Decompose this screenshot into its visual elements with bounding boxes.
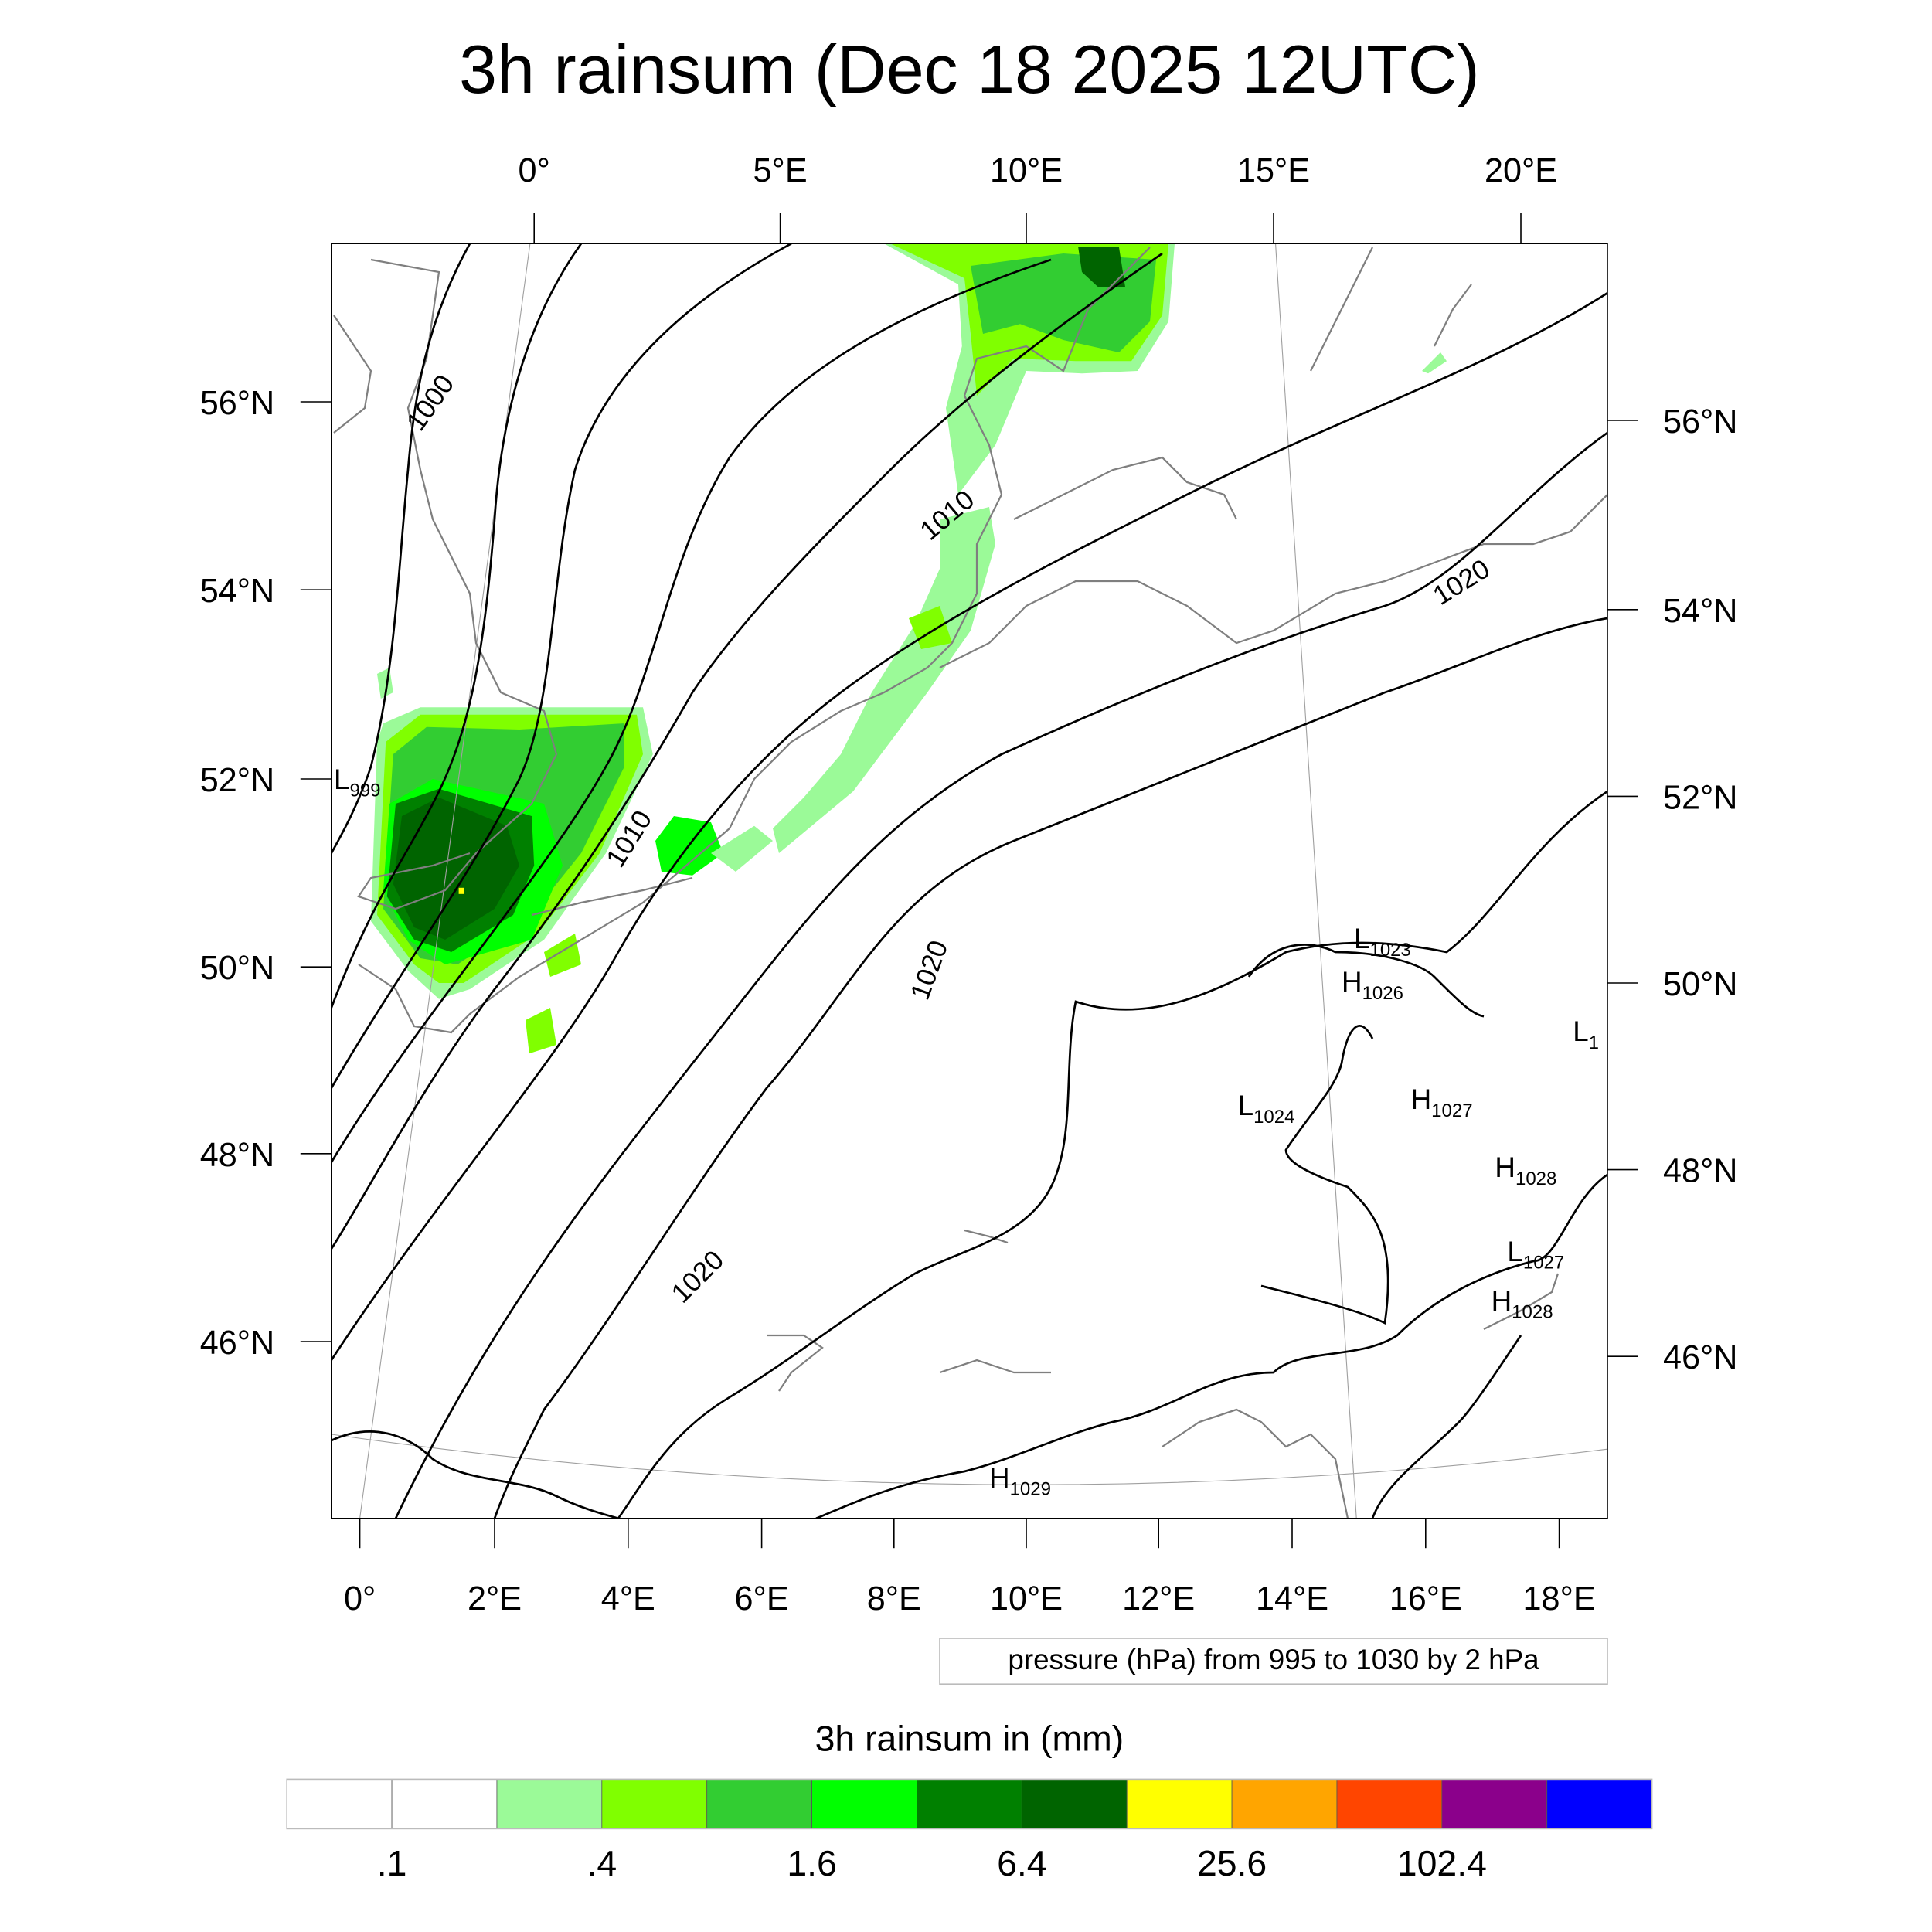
colorbar-label: .4 bbox=[587, 1843, 617, 1883]
colorbar-label: 102.4 bbox=[1397, 1843, 1487, 1883]
right-lat-label: 52°N bbox=[1663, 779, 1738, 816]
top-lon-label: 15°E bbox=[1237, 152, 1310, 189]
colorbar-swatch bbox=[706, 1779, 812, 1829]
colorbar bbox=[286, 1778, 1653, 1830]
colorbar-swatch bbox=[286, 1779, 393, 1829]
map-frame bbox=[331, 243, 1608, 1519]
left-lat-label: 46°N bbox=[200, 1325, 275, 1362]
right-lat-label: 50°N bbox=[1663, 966, 1738, 1003]
rain-max-yellow bbox=[458, 887, 464, 894]
pressure-center-h1028-a: H1028 bbox=[1495, 1151, 1556, 1189]
colorbar-frame bbox=[286, 1778, 1653, 1830]
colorbar-labels: .1 .4 1.6 6.4 25.6 102.4 bbox=[377, 1843, 1487, 1883]
bottom-lon-label: 12°E bbox=[1122, 1580, 1195, 1617]
pressure-center-h1028-b: H1028 bbox=[1492, 1285, 1553, 1323]
bottom-lon-label: 8°E bbox=[867, 1580, 921, 1617]
colorbar-swatch bbox=[1126, 1779, 1233, 1829]
top-lon-label: 10°E bbox=[990, 152, 1063, 189]
pressure-center-l999: L999 bbox=[334, 764, 381, 801]
bottom-lon-label: 16°E bbox=[1389, 1580, 1462, 1617]
parallel-45n-line bbox=[331, 1434, 1607, 1485]
rain-shading bbox=[371, 243, 1447, 1054]
left-lat-label: 56°N bbox=[200, 385, 275, 422]
pressure-center-l1023: L1023 bbox=[1354, 923, 1411, 961]
pressure-center-h1026: H1026 bbox=[1342, 966, 1403, 1004]
right-lat-label: 48°N bbox=[1663, 1153, 1738, 1190]
left-lat-label: 50°N bbox=[200, 950, 275, 987]
bottom-lon-label: 18°E bbox=[1523, 1580, 1596, 1617]
colorbar-label: 1.6 bbox=[787, 1843, 837, 1883]
bottom-lon-label: 4°E bbox=[601, 1580, 655, 1617]
left-lat-label: 48°N bbox=[200, 1137, 275, 1174]
isobars bbox=[331, 243, 1607, 1519]
colorbar-swatch bbox=[917, 1779, 1022, 1829]
colorbar-swatch bbox=[811, 1779, 917, 1829]
map-area: 1000 1010 1010 1020 1020 1020 L999 L1023… bbox=[331, 243, 1607, 1519]
right-lat-label: 54°N bbox=[1663, 593, 1738, 630]
bottom-lon-label: 0° bbox=[344, 1580, 376, 1617]
colorbar-swatch bbox=[601, 1779, 708, 1829]
colorbar-label: .1 bbox=[377, 1843, 407, 1883]
top-longitude-axis bbox=[533, 213, 1522, 244]
colorbar-swatch bbox=[1546, 1779, 1652, 1829]
right-lat-label: 56°N bbox=[1663, 403, 1738, 440]
isobar-label-1020-c: 1020 bbox=[665, 1245, 730, 1309]
right-lat-label: 46°N bbox=[1663, 1339, 1738, 1376]
contour-info-text: pressure (hPa) from 995 to 1030 by 2 hPa bbox=[1008, 1644, 1539, 1675]
colorbar-swatch bbox=[496, 1779, 603, 1829]
pressure-center-l-edge: L1 bbox=[1573, 1015, 1599, 1053]
pressure-center-h1027: H1027 bbox=[1411, 1083, 1473, 1121]
rain-band-light bbox=[773, 507, 995, 853]
bottom-longitude-axis bbox=[359, 1518, 1560, 1549]
colorbar-label: 25.6 bbox=[1197, 1843, 1267, 1883]
figure-title: 3h rainsum (Dec 18 2025 12UTC) bbox=[459, 31, 1480, 107]
right-latitude-axis bbox=[1607, 420, 1638, 1357]
pressure-center-l1024: L1024 bbox=[1238, 1090, 1295, 1128]
left-lat-label: 52°N bbox=[200, 762, 275, 799]
colorbar-swatch bbox=[1021, 1779, 1128, 1829]
colorbar-swatch bbox=[1441, 1779, 1548, 1829]
pressure-centers: L999 L1023 H1026 L1024 H1027 H1028 L1027… bbox=[334, 764, 1599, 1500]
pressure-center-h1029: H1029 bbox=[989, 1462, 1051, 1500]
colorbar-swatch bbox=[1336, 1779, 1443, 1829]
rain-area-dark bbox=[393, 798, 519, 940]
bottom-lon-label: 14°E bbox=[1256, 1580, 1328, 1617]
contour-info-box bbox=[939, 1638, 1608, 1685]
bottom-lon-label: 10°E bbox=[990, 1580, 1063, 1617]
left-lat-label: 54°N bbox=[200, 573, 275, 610]
bottom-lon-label: 6°E bbox=[735, 1580, 789, 1617]
pressure-center-l1027: L1027 bbox=[1507, 1236, 1564, 1274]
colorbar-swatch bbox=[391, 1779, 498, 1829]
bottom-lon-label: 2°E bbox=[468, 1580, 522, 1617]
meridian-15e-line bbox=[1274, 243, 1357, 1519]
left-latitude-axis bbox=[300, 401, 332, 1342]
colorbar-title: 3h rainsum in (mm) bbox=[815, 1719, 1124, 1759]
top-lon-label: 20°E bbox=[1485, 152, 1557, 189]
top-lon-label: 5°E bbox=[753, 152, 808, 189]
colorbar-label: 6.4 bbox=[997, 1843, 1047, 1883]
colorbar-swatch bbox=[1231, 1779, 1338, 1829]
isobar-label-1020-b: 1020 bbox=[905, 937, 954, 1004]
top-lon-label: 0° bbox=[519, 152, 550, 189]
